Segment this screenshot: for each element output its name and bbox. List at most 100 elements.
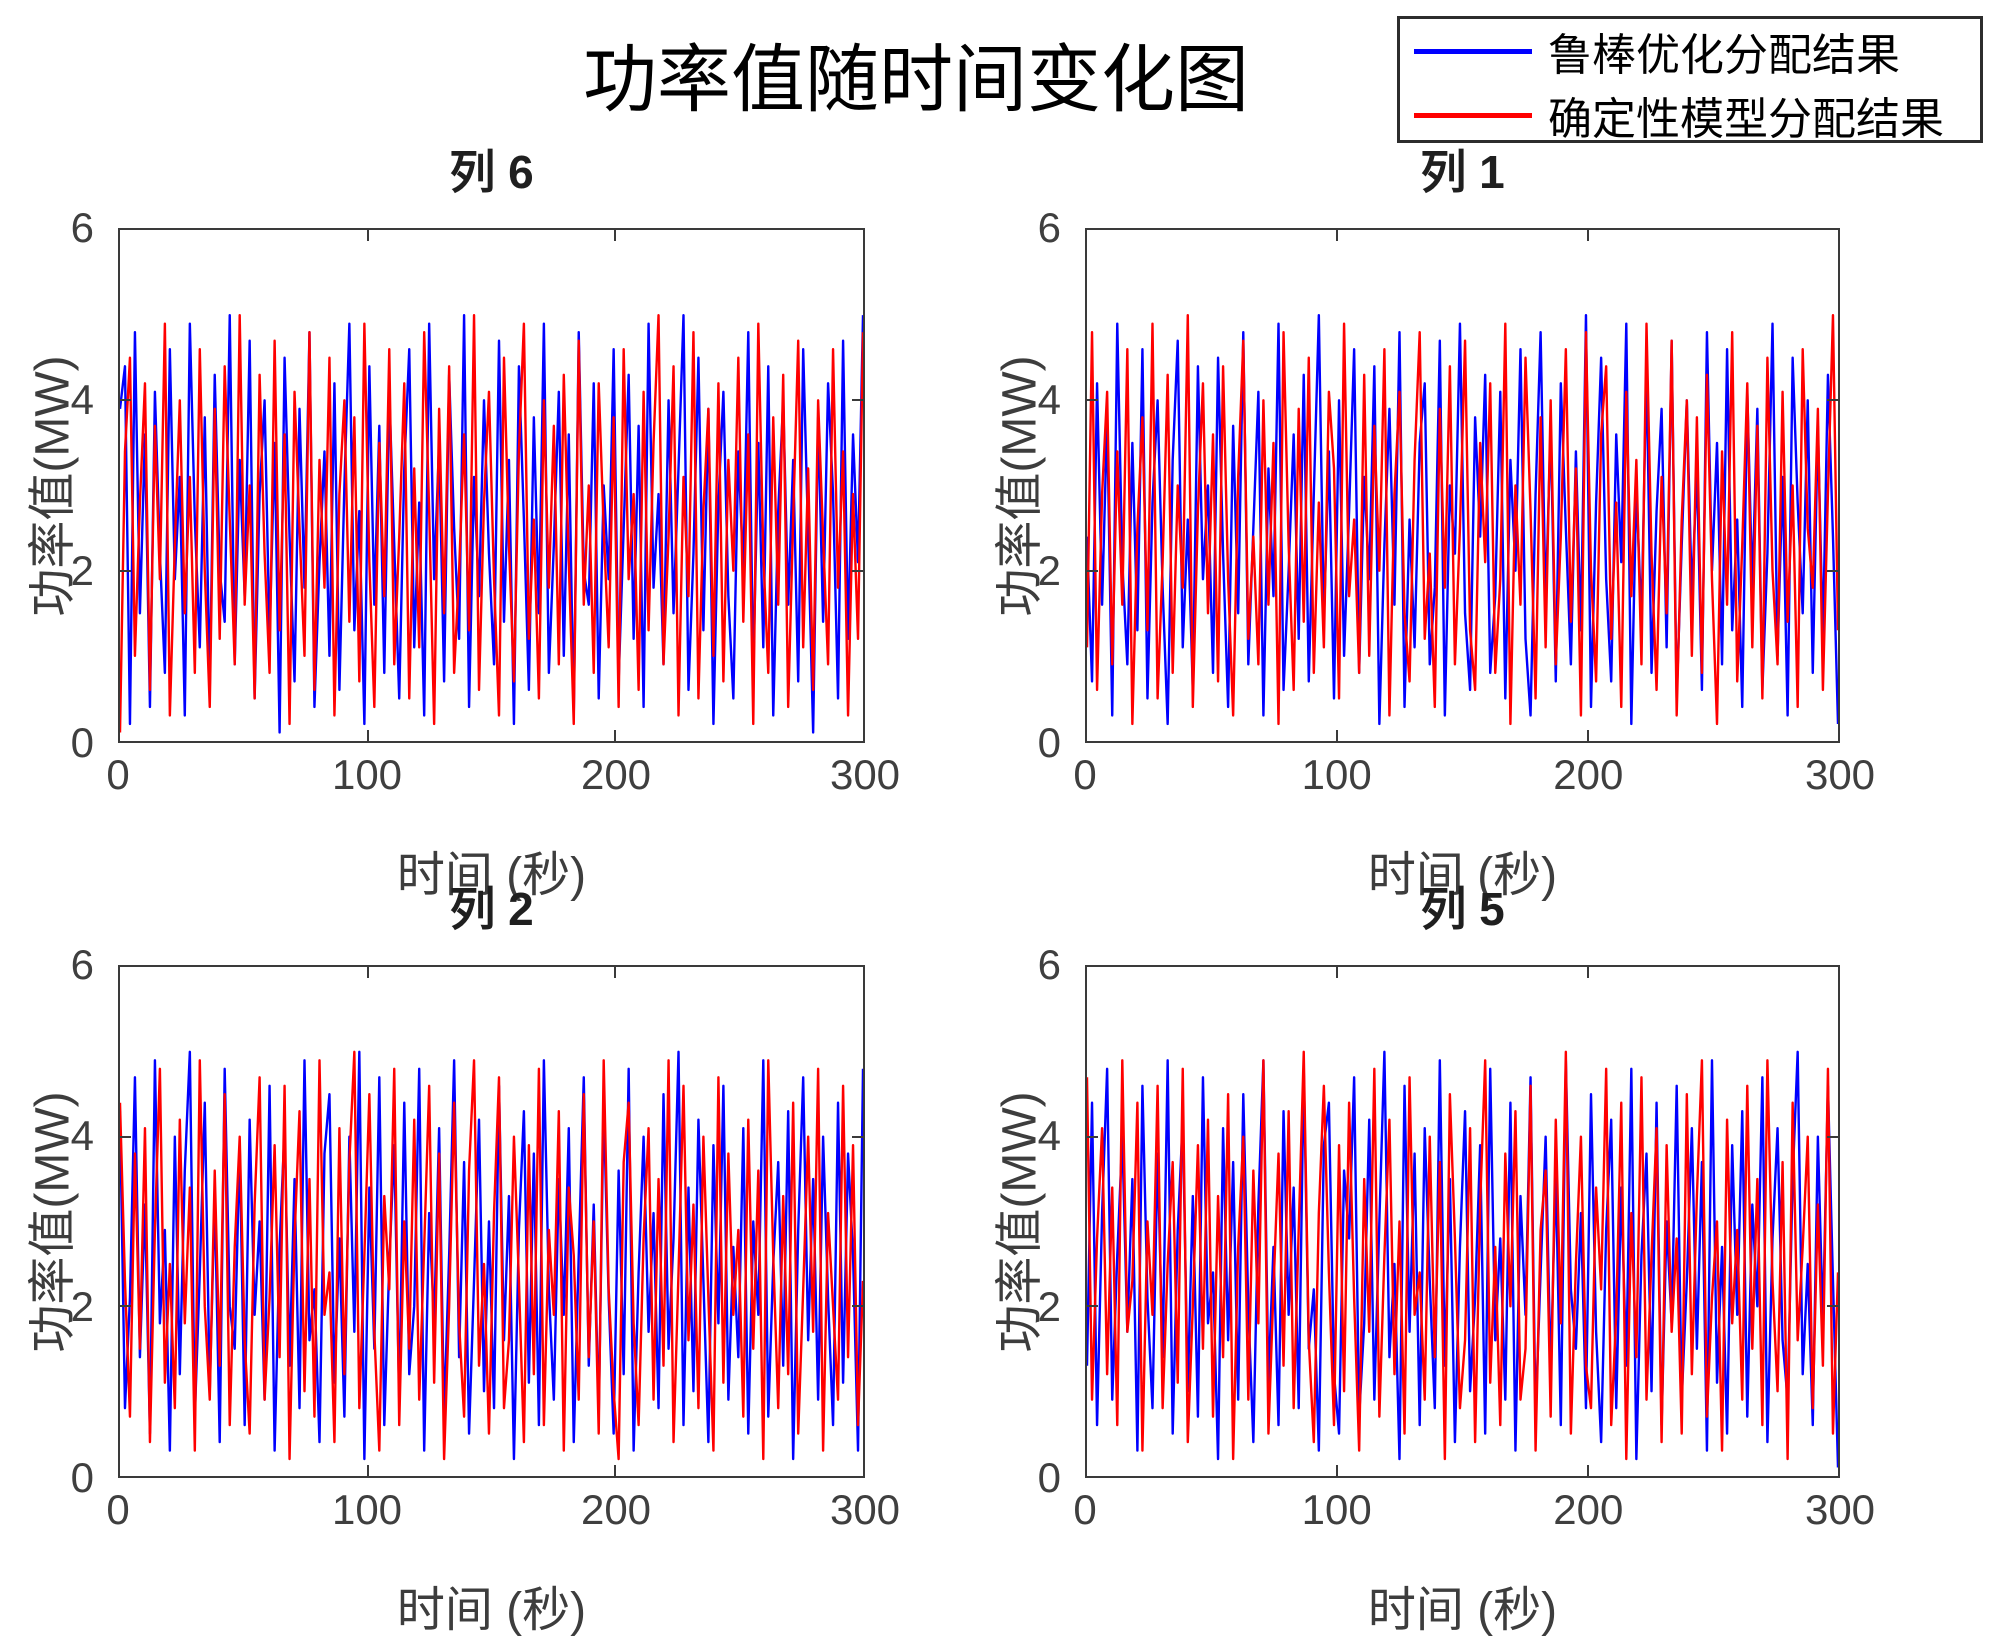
x-tick-label: 100 [331,1486,403,1533]
y-tick-label: 6 [1037,204,1061,251]
x-tick-labels: 0 100 200 300 [1073,743,1875,801]
x-tick-label: 0 [1073,751,1097,798]
legend-item-robust: 鲁棒优化分配结果 [1414,19,1980,83]
legend-line-sample-blue-icon [1414,48,1532,54]
x-tick-mark [366,230,369,241]
y-tick-label: 6 [1037,941,1061,988]
line-chart [120,230,863,741]
y-tick-mark [1087,1305,1098,1308]
x-tick-mark [614,1465,617,1476]
plot-area [118,965,865,1478]
subplot-title: 列 1 [1420,146,1505,198]
y-tick-mark [1087,399,1098,402]
legend-box: 鲁棒优化分配结果 确定性模型分配结果 [1397,16,1983,144]
x-tick-label: 200 [580,1486,652,1533]
y-tick-mark [120,1135,131,1138]
series-line-1 [1087,1052,1838,1459]
y-tick-mark [120,569,131,572]
x-tick-mark [1586,230,1589,241]
y-tick-mark [120,399,131,402]
x-tick-label: 200 [580,751,652,798]
y-tick-label: 4 [70,375,94,423]
x-tick-label: 300 [1804,751,1876,798]
y-tick-label: 2 [1037,547,1061,595]
x-tick-mark [366,967,369,978]
y-tick-mark [1827,1135,1838,1138]
x-tick-label: 0 [1073,1486,1097,1533]
plot-area [1085,965,1840,1478]
legend-label-robust: 鲁棒优化分配结果 [1548,31,1900,80]
x-tick-mark [1336,230,1339,241]
y-tick-mark [1827,399,1838,402]
y-tick-label: 4 [70,1112,94,1159]
x-tick-mark [1586,1465,1589,1476]
x-tick-label: 300 [829,751,901,798]
y-tick-label: 4 [1037,375,1061,423]
x-tick-labels: 0 100 200 300 [106,1478,900,1536]
x-tick-labels: 0 100 200 300 [106,743,900,801]
x-tick-label: 0 [106,1486,130,1533]
series-line-1 [120,1052,863,1459]
x-tick-mark [1336,967,1339,978]
y-tick-label: 2 [70,1283,94,1330]
x-tick-mark [614,230,617,241]
y-tick-label: 0 [70,719,94,766]
series-line-1 [1087,315,1838,724]
y-tick-label: 6 [70,941,94,988]
x-tick-mark [614,730,617,741]
series-line-0 [1087,1052,1838,1468]
x-tick-mark [1586,967,1589,978]
y-tick-mark [1087,1135,1098,1138]
subplot-title: 列 5 [1420,883,1505,935]
x-tick-label: 200 [1553,1486,1624,1533]
x-tick-label: 100 [331,751,403,798]
x-tick-mark [1336,730,1339,741]
subplot-title: 列 6 [449,146,534,198]
y-tick-labels: 0 2 4 6 [955,204,1073,766]
y-tick-mark [1827,1305,1838,1308]
x-tick-mark [614,967,617,978]
y-tick-mark [852,1305,863,1308]
line-chart [120,967,863,1476]
x-tick-mark [366,1465,369,1476]
y-tick-labels: 0 2 4 6 [0,941,106,1501]
y-tick-mark [120,1305,131,1308]
x-axis-label: 时间 (秒) [1367,849,1558,902]
plot-area [118,228,865,743]
x-tick-label: 100 [1301,751,1372,798]
x-tick-mark [1586,730,1589,741]
legend-item-deterministic: 确定性模型分配结果 [1414,83,1980,147]
y-tick-label: 0 [1037,719,1061,766]
y-tick-label: 6 [70,204,94,251]
y-tick-label: 4 [1037,1112,1061,1159]
x-tick-label: 100 [1301,1486,1372,1533]
line-chart [1087,967,1838,1476]
x-tick-mark [1336,1465,1339,1476]
x-tick-label: 0 [106,751,130,798]
x-tick-label: 200 [1553,751,1624,798]
figure-title: 功率值随时间变化图 [583,40,1249,122]
y-tick-labels: 0 2 4 6 [0,204,106,766]
line-chart [1087,230,1838,741]
x-tick-labels: 0 100 200 300 [1073,1478,1875,1536]
y-tick-label: 2 [70,547,94,595]
y-tick-label: 0 [70,1454,94,1501]
x-tick-label: 300 [1804,1486,1876,1533]
x-axis-label: 时间 (秒) [1367,1584,1558,1637]
series-line-1 [120,315,863,732]
y-tick-mark [1827,569,1838,572]
x-axis-label: 时间 (秒) [396,1584,587,1637]
subplot-title: 列 2 [449,883,534,935]
y-tick-label: 2 [1037,1283,1061,1330]
legend-line-sample-red-icon [1414,112,1532,118]
y-tick-mark [1087,569,1098,572]
y-tick-mark [852,1135,863,1138]
x-tick-mark [366,730,369,741]
y-tick-label: 0 [1037,1454,1061,1501]
legend-label-deterministic: 确定性模型分配结果 [1548,95,1944,144]
